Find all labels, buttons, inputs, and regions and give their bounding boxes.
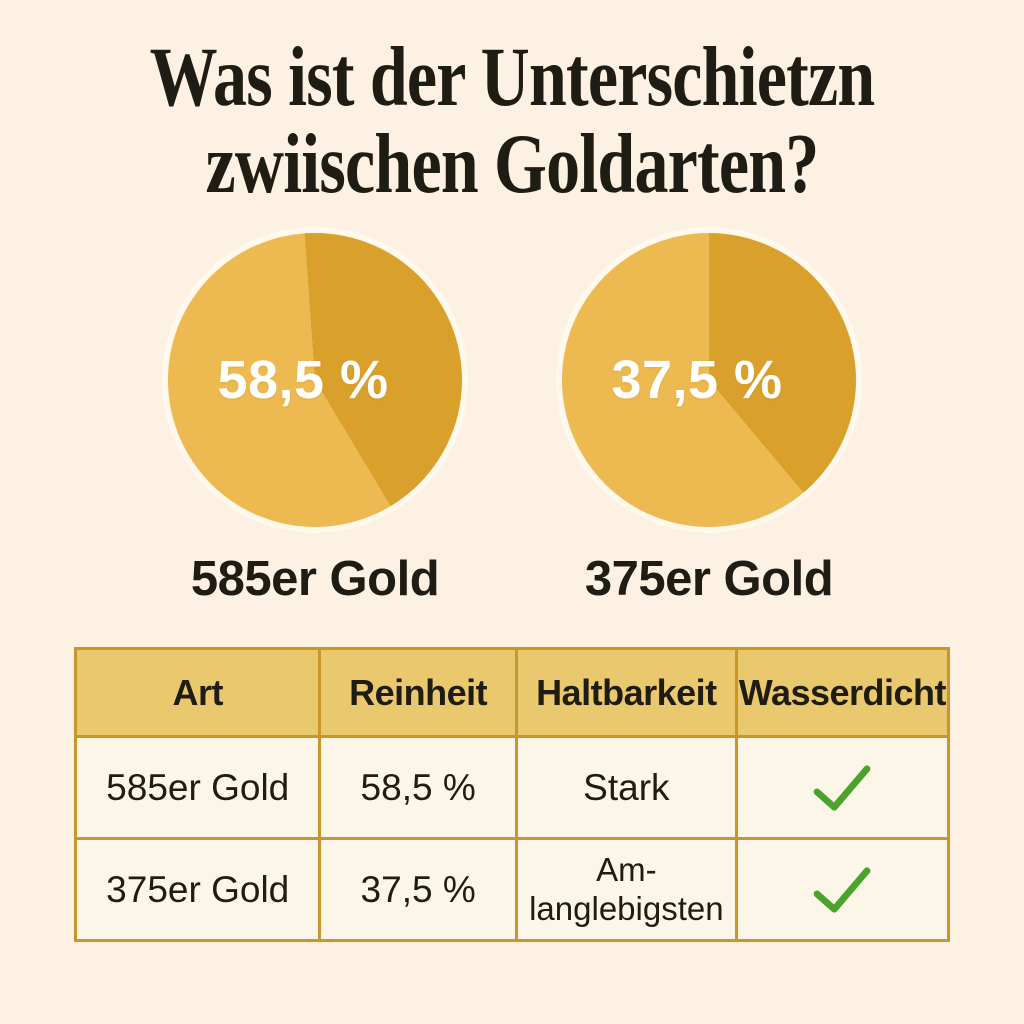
cell-585-reinheit: 58,5 % xyxy=(318,735,518,841)
check-icon xyxy=(814,765,871,811)
cell-585-art: 585er Gold xyxy=(73,735,322,841)
gold-infographic: Was ist der Unterschietzn zwiischen Gold… xyxy=(0,34,1024,943)
cell-375-wasserdicht xyxy=(734,837,951,943)
table-header: Art Reinheit Haltbarkeit Wasserdicht xyxy=(73,647,951,739)
pie-label-375: 375er Gold xyxy=(584,552,834,607)
header-cell-art: Art xyxy=(73,647,322,739)
cell-375-reinheit: 37,5 % xyxy=(318,837,518,943)
table-header-row: Art Reinheit Haltbarkeit Wasserdicht xyxy=(73,647,951,739)
pie-value-375: 37,5 % xyxy=(611,350,783,411)
title-line-1: Was ist der Unterschietzn xyxy=(149,30,876,124)
cell-375-haltbarkeit-text: Am- langlebigsten xyxy=(529,850,724,927)
header-cell-wasserdicht: Wasserdicht xyxy=(734,647,951,739)
pie-585: 58,5 % xyxy=(168,233,462,528)
table-row-585: 585er Gold 58,5 % Stark xyxy=(73,735,951,841)
header-cell-haltbarkeit: Haltbarkeit xyxy=(514,647,738,739)
table-row-375: 375er Gold 37,5 % Am- langlebigsten xyxy=(73,837,951,943)
pie-value-585: 58,5 % xyxy=(217,350,389,411)
cell-375-art: 375er Gold xyxy=(73,837,322,943)
pie-label-585: 585er Gold xyxy=(190,552,440,607)
header-cell-reinheit: Reinheit xyxy=(318,647,518,739)
pie-chart-375: 37,5 % 375er Gold xyxy=(562,233,856,607)
pie-375: 37,5 % xyxy=(562,233,856,528)
cell-585-wasserdicht xyxy=(734,735,951,841)
title-line-2: zwiischen Goldarten? xyxy=(205,116,820,211)
cell-375-haltbarkeit: Am- langlebigsten xyxy=(514,837,738,943)
check-icon xyxy=(814,867,871,913)
page-title: Was ist der Unterschietzn zwiischen Gold… xyxy=(102,34,921,207)
pie-charts-section: 58,5 % 585er Gold 37,5 % 375er Gold xyxy=(0,233,1024,607)
comparison-table: Art Reinheit Haltbarkeit Wasserdicht 585… xyxy=(73,647,951,943)
pie-chart-585: 58,5 % 585er Gold xyxy=(168,233,462,607)
cell-585-haltbarkeit: Stark xyxy=(514,735,738,841)
